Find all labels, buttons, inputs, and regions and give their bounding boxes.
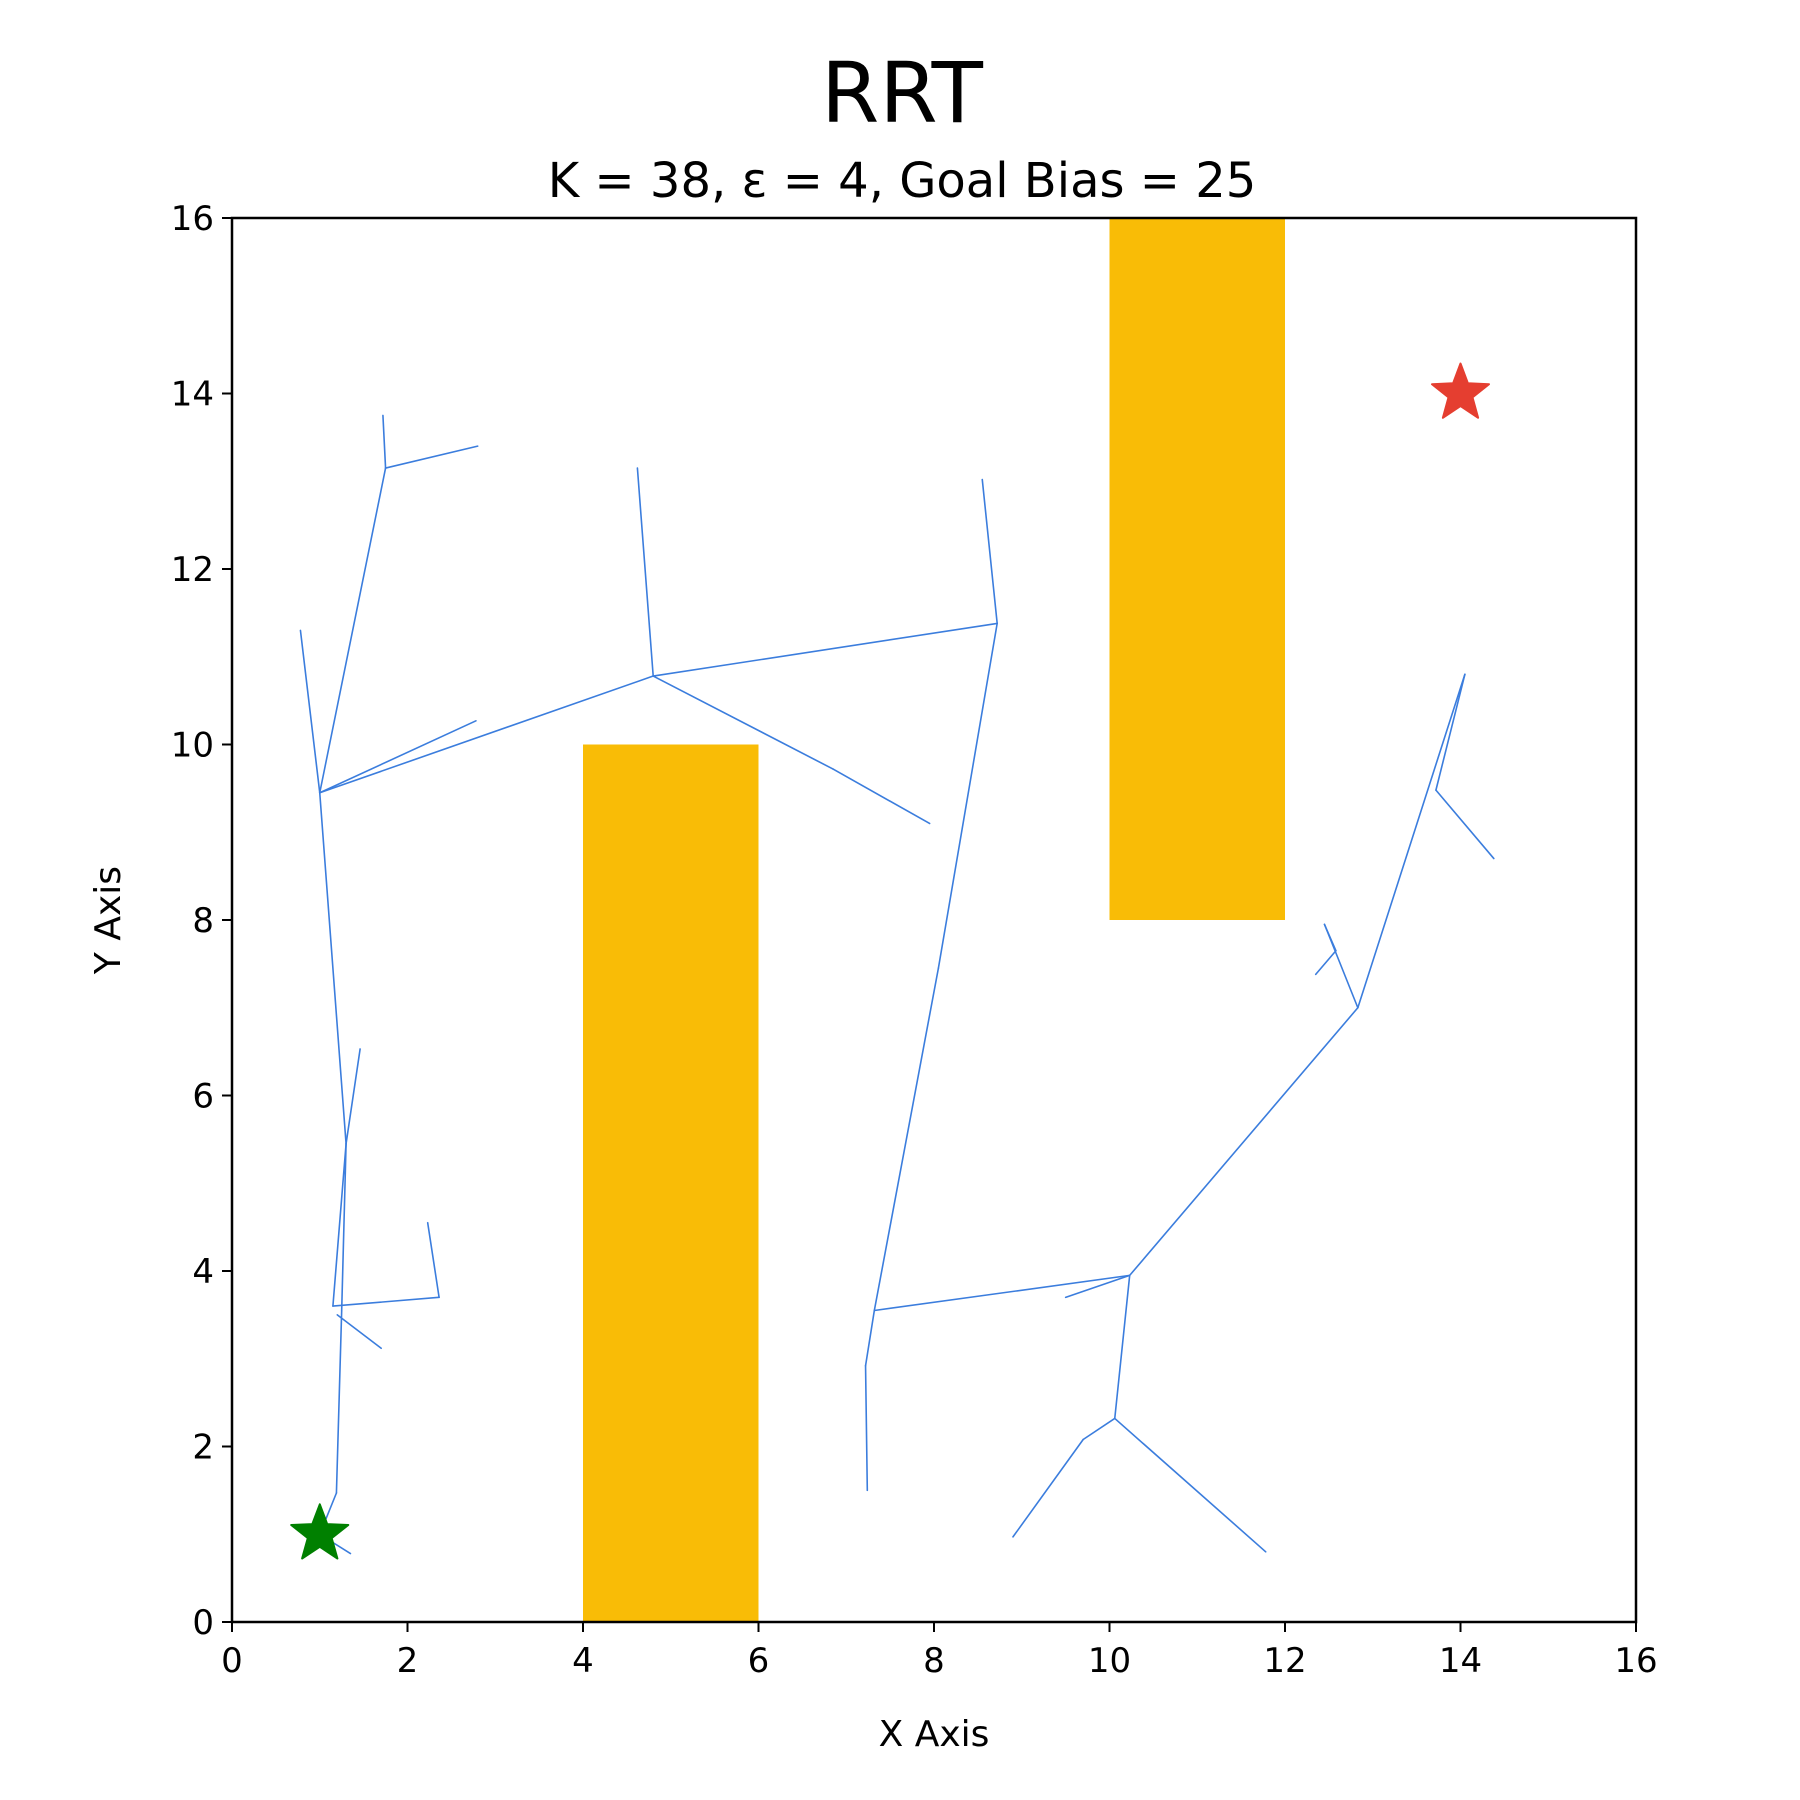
tree-edge (332, 1142, 347, 1307)
tree-edge (636, 467, 655, 677)
tree-edge (332, 1296, 440, 1307)
tree-edge (299, 629, 321, 794)
y-tick-label: 2 (192, 1428, 214, 1468)
chart-title: RRT (821, 44, 984, 142)
tree-edge (1314, 949, 1337, 976)
x-tick-label: 16 (1614, 1641, 1657, 1681)
tree-edge (426, 1221, 440, 1299)
tree-edge (318, 467, 387, 794)
goal-star-marker (1431, 362, 1490, 419)
x-tick-label: 12 (1263, 1641, 1306, 1681)
tree-edge (340, 1142, 347, 1312)
tree-edge (382, 414, 387, 469)
y-tick-label: 0 (192, 1603, 214, 1643)
tree-edge (873, 967, 940, 1312)
x-tick-label: 0 (221, 1641, 243, 1681)
tree-edge (336, 1314, 382, 1350)
y-tick-label: 6 (192, 1077, 214, 1117)
tree-edge (318, 720, 477, 794)
y-tick-label: 14 (171, 375, 214, 415)
tree-edge (345, 1048, 361, 1145)
x-axis-label: X Axis (879, 1714, 990, 1755)
x-tick-label: 14 (1439, 1641, 1482, 1681)
x-tick-label: 8 (923, 1641, 945, 1681)
obstacle-2 (1109, 218, 1285, 920)
tree-edge (1323, 923, 1337, 952)
tree-edge (1064, 1274, 1131, 1299)
x-tick-label: 6 (748, 1641, 770, 1681)
y-axis-label: Y Axis (88, 866, 129, 975)
plot-frame (230, 216, 1638, 1624)
tree-edge (1012, 1438, 1084, 1538)
tree-edge (318, 675, 655, 794)
tree-edge (1435, 673, 1466, 791)
tree-edge (981, 478, 998, 625)
tree-edge (1113, 1274, 1131, 1420)
x-tick-label: 2 (397, 1641, 419, 1681)
tree-edge (384, 445, 479, 469)
tree-edge (1435, 789, 1495, 860)
tree-edge (937, 622, 998, 970)
y-tick-label: 16 (171, 199, 214, 239)
y-tick-label: 8 (192, 901, 214, 941)
start-star-marker (290, 1503, 350, 1560)
tree-edge (832, 768, 931, 825)
tree-edge (864, 1309, 876, 1367)
tree-edge (1113, 1417, 1267, 1553)
tree-edge (335, 1309, 343, 1494)
y-tick-label: 4 (192, 1252, 214, 1292)
tree-edge (873, 1274, 1131, 1312)
y-tick-label: 12 (171, 550, 214, 590)
x-tick-label: 4 (572, 1641, 594, 1681)
y-tick-label: 10 (171, 726, 214, 766)
axis-ticks: 0 2 4 6 8 10 12 14 16 0 2 4 6 8 10 12 14 16 (171, 199, 1658, 1681)
tree-edge (1082, 1417, 1116, 1441)
obstacle-1 (583, 744, 759, 1622)
tree-edge (1128, 1006, 1359, 1277)
chart-subtitle: K = 38, ε = 4, Goal Bias = 25 (548, 153, 1257, 209)
tree-edge (318, 791, 347, 1145)
tree-edge (1357, 673, 1466, 1009)
x-tick-label: 10 (1088, 1641, 1131, 1681)
tree-edge (864, 1364, 869, 1492)
tree-edge (652, 622, 998, 677)
plot-area (290, 218, 1495, 1622)
tree-edge (652, 675, 834, 770)
